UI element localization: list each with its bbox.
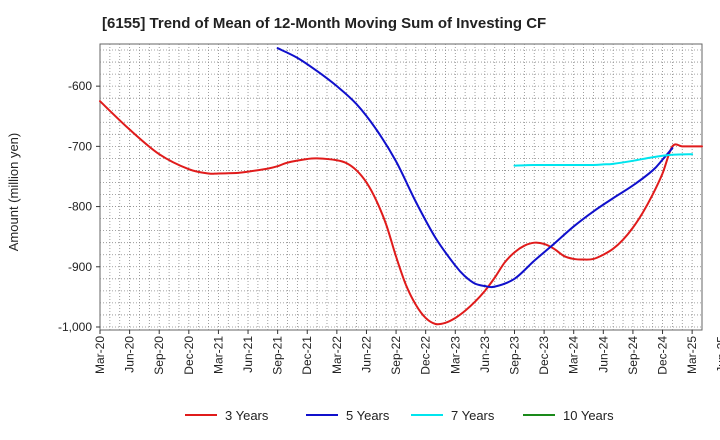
x-tick-label: Mar-20	[93, 336, 107, 374]
x-tick-label: Jun-22	[359, 336, 373, 373]
x-tick-label: Dec-20	[182, 336, 196, 375]
x-tick-label: Sep-24	[626, 336, 640, 375]
legend-label-7-years: 7 Years	[451, 408, 495, 423]
x-tick-label: Sep-20	[152, 336, 166, 375]
x-tick-label: Sep-22	[389, 336, 403, 375]
y-tick-label: -600	[68, 79, 92, 93]
legend-label-5-years: 5 Years	[346, 408, 390, 423]
legend: 3 Years 5 Years 7 Years 10 Years	[185, 408, 614, 423]
x-tick-label: Dec-24	[656, 336, 670, 375]
x-tick-label: Sep-23	[507, 336, 521, 375]
y-tick-label: -700	[68, 139, 92, 153]
x-axis-ticks: Mar-20 Jun-20 Sep-20 Dec-20 Mar-21 Jun-21 Sep-…	[93, 330, 720, 375]
y-tick-label: -1,000	[58, 320, 92, 334]
legend-label-3-years: 3 Years	[225, 408, 269, 423]
plot-border	[99, 43, 703, 331]
x-tick-label: Jun-25	[715, 336, 720, 373]
legend-label-10-years: 10 Years	[563, 408, 614, 423]
series-lines	[99, 47, 703, 326]
x-tick-label: Mar-22	[330, 336, 344, 374]
chart-title: [6155] Trend of Mean of 12-Month Moving …	[102, 15, 546, 32]
x-tick-label: Jun-23	[478, 336, 492, 373]
y-tick-label: -800	[68, 200, 92, 214]
x-tick-label: Mar-24	[567, 336, 581, 374]
plot-area	[99, 43, 703, 331]
x-tick-label: Sep-21	[271, 336, 285, 375]
x-tick-label: Mar-21	[211, 336, 225, 374]
y-axis-ticks: -600 -700 -800 -900 -1,000	[58, 79, 100, 334]
series-line-5-years	[276, 47, 674, 289]
y-axis-label: Amount (million yen)	[6, 133, 21, 252]
x-tick-label: Jun-24	[596, 336, 610, 373]
y-tick-label: -900	[68, 260, 92, 274]
x-tick-label: Mar-25	[685, 336, 699, 374]
x-tick-label: Dec-22	[419, 336, 433, 375]
x-tick-label: Mar-23	[448, 336, 462, 374]
x-tick-label: Jun-21	[241, 336, 255, 373]
x-tick-label: Dec-23	[537, 336, 551, 375]
series-line-3-years	[99, 100, 703, 326]
x-tick-label: Dec-21	[300, 336, 314, 375]
series-line-7-years	[513, 153, 694, 167]
x-tick-label: Jun-20	[123, 336, 137, 373]
